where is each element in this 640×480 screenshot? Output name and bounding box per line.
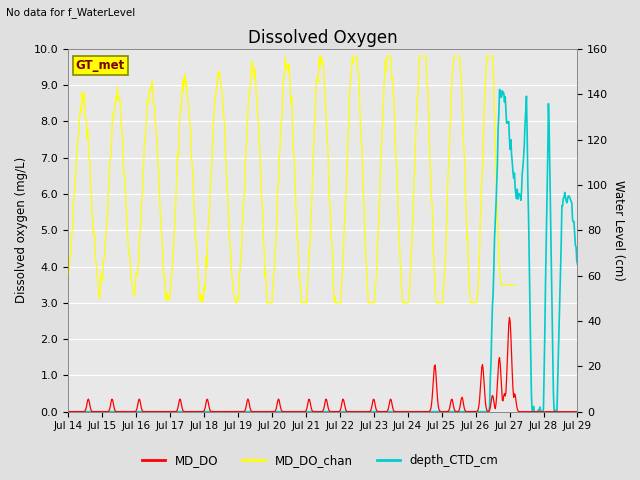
Y-axis label: Water Level (cm): Water Level (cm) — [612, 180, 625, 281]
Legend: MD_DO, MD_DO_chan, depth_CTD_cm: MD_DO, MD_DO_chan, depth_CTD_cm — [137, 449, 503, 472]
Y-axis label: Dissolved oxygen (mg/L): Dissolved oxygen (mg/L) — [15, 157, 28, 303]
Text: GT_met: GT_met — [76, 59, 125, 72]
Text: No data for f_WaterLevel: No data for f_WaterLevel — [6, 7, 136, 18]
Title: Dissolved Oxygen: Dissolved Oxygen — [248, 29, 397, 48]
